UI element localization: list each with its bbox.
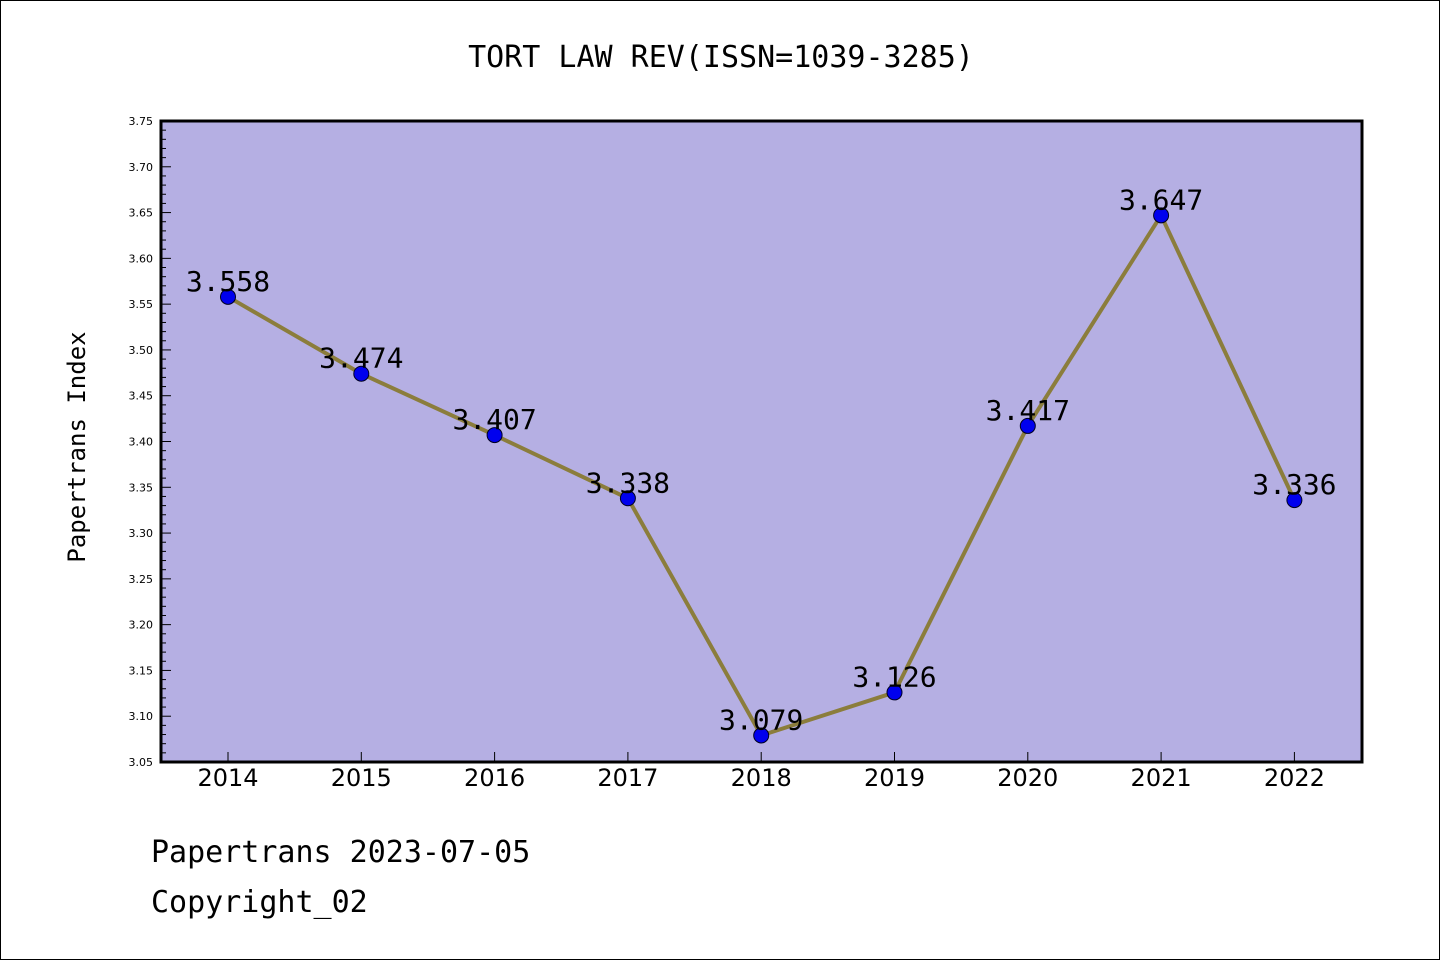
x-tick-label: 2014 [197, 764, 258, 792]
x-tick-label: 2016 [464, 764, 525, 792]
y-axis-label: Papertrans Index [63, 331, 91, 562]
y-tick-label: 3.45 [129, 390, 154, 403]
data-label: 3.417 [986, 394, 1070, 427]
footer-copyright: Copyright_02 [151, 885, 368, 920]
footer-date: Papertrans 2023-07-05 [151, 835, 531, 870]
x-tick-label: 2018 [731, 764, 792, 792]
y-tick-label: 3.75 [129, 115, 154, 128]
x-tick-label: 2021 [1131, 764, 1192, 792]
data-label: 3.336 [1252, 468, 1336, 501]
x-tick-label: 2022 [1264, 764, 1325, 792]
y-tick-label: 3.60 [129, 252, 154, 265]
y-tick-label: 3.50 [129, 344, 154, 357]
x-tick-label: 2017 [597, 764, 658, 792]
y-tick-label: 3.65 [129, 207, 154, 220]
chart-title: TORT LAW REV(ISSN=1039-3285) [468, 40, 974, 75]
y-axis-ticks: 3.05 3.10 3.15 3.20 3.25 3.30 3.35 3.40 3.45 3.50… [129, 115, 171, 769]
y-tick-label: 3.35 [129, 481, 154, 494]
data-point [886, 684, 903, 701]
data-label: 3.474 [319, 342, 403, 375]
plot-area [159, 119, 1364, 764]
y-tick-label: 3.55 [129, 298, 154, 311]
y-tick-label: 3.70 [129, 161, 154, 174]
data-label: 3.407 [452, 403, 536, 436]
data-point [353, 365, 370, 382]
y-tick-label: 3.25 [129, 573, 154, 586]
data-label: 3.338 [586, 466, 670, 499]
x-tick-label: 2019 [864, 764, 925, 792]
y-tick-label: 3.05 [129, 756, 154, 769]
data-point [220, 288, 236, 305]
data-label: 3.079 [719, 703, 803, 736]
y-tick-label: 3.10 [129, 710, 154, 723]
x-axis-ticks: 2014 2015 2016 2017 2018 2019 2020 2021 2022 [197, 752, 1325, 792]
data-point [1153, 207, 1170, 224]
x-tick-label: 2020 [997, 764, 1058, 792]
data-point [486, 427, 503, 444]
y-tick-label: 3.30 [129, 527, 154, 540]
y-tick-label: 3.40 [129, 436, 154, 449]
data-point [1019, 417, 1036, 434]
y-tick-label: 3.15 [129, 664, 154, 677]
data-markers [220, 207, 1303, 744]
data-label: 3.647 [1119, 183, 1203, 216]
data-point [1286, 492, 1303, 509]
x-tick-label: 2015 [331, 764, 392, 792]
data-point [619, 490, 636, 507]
data-label: 3.126 [852, 660, 936, 693]
data-label: 3.558 [186, 265, 270, 298]
y-tick-label: 3.20 [129, 619, 154, 632]
data-point [753, 727, 770, 744]
data-labels: 3.558 3.474 3.407 3.338 3.079 3.126 3.417 3.647… [186, 183, 1337, 736]
